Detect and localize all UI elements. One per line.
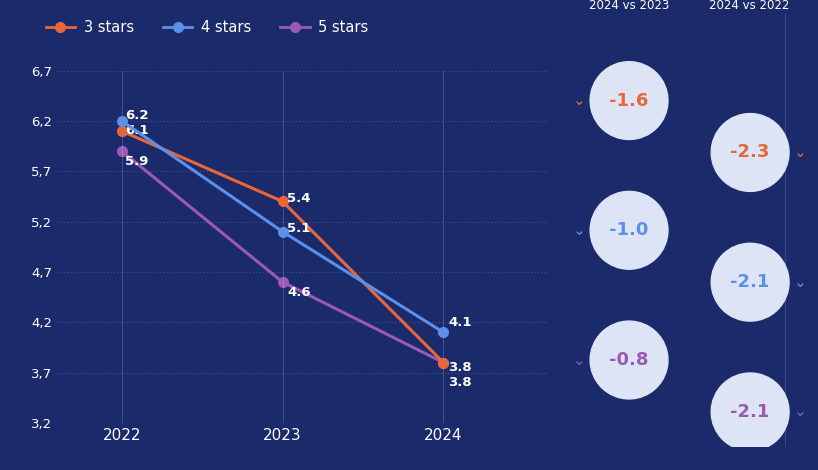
- Text: ⌄: ⌄: [573, 93, 586, 108]
- Text: 4.6: 4.6: [287, 286, 311, 298]
- Text: -1.6: -1.6: [609, 92, 649, 110]
- Text: ⌄: ⌄: [793, 145, 807, 160]
- Circle shape: [711, 373, 789, 451]
- Text: Change
2024 vs 2022: Change 2024 vs 2022: [709, 0, 789, 12]
- Text: Change
2024 vs 2023: Change 2024 vs 2023: [589, 0, 669, 12]
- Text: ⌄: ⌄: [793, 404, 807, 419]
- Circle shape: [590, 62, 668, 140]
- Circle shape: [590, 191, 668, 269]
- Text: -0.8: -0.8: [609, 351, 649, 369]
- Circle shape: [590, 321, 668, 399]
- Text: 6.1: 6.1: [125, 125, 148, 137]
- Text: 6.2: 6.2: [125, 110, 148, 122]
- Text: ⌄: ⌄: [573, 352, 586, 368]
- Text: -2.1: -2.1: [730, 273, 770, 291]
- Text: 3.8: 3.8: [448, 361, 472, 374]
- Text: ⌄: ⌄: [793, 274, 807, 290]
- Text: -2.1: -2.1: [730, 403, 770, 421]
- Circle shape: [711, 243, 789, 321]
- Text: ⌄: ⌄: [573, 223, 586, 238]
- Text: -2.3: -2.3: [730, 143, 770, 162]
- Text: -1.0: -1.0: [609, 221, 649, 239]
- Legend: 3 stars, 4 stars, 5 stars: 3 stars, 4 stars, 5 stars: [40, 15, 375, 41]
- Text: 5.9: 5.9: [125, 155, 148, 168]
- Circle shape: [711, 114, 789, 191]
- Text: 4.1: 4.1: [448, 316, 472, 329]
- Text: 3.8: 3.8: [448, 376, 472, 389]
- Text: 5.4: 5.4: [287, 192, 311, 205]
- Text: 5.1: 5.1: [287, 222, 311, 235]
